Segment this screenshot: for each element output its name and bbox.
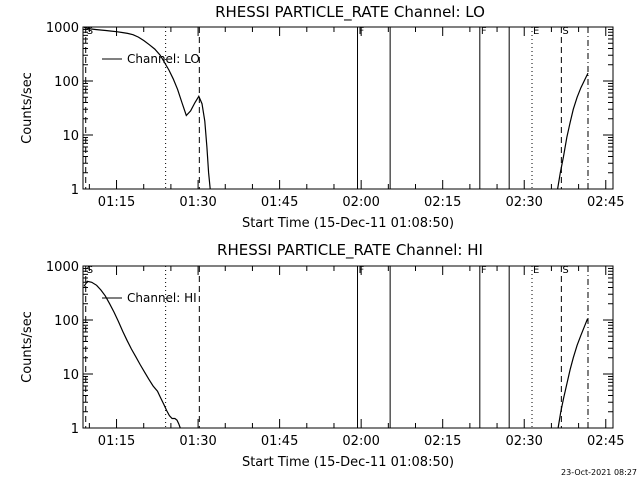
- x-tick-label: 01:15: [98, 195, 135, 210]
- panel-lo: RHESSI PARTICLE_RATE Channel: LO Start T…: [20, 3, 625, 231]
- x-tick-label: 02:45: [587, 434, 624, 449]
- x-tick-label: 01:30: [179, 195, 216, 210]
- series-line: [557, 72, 589, 190]
- plot-frame: [82, 26, 614, 190]
- event-marker-label: S: [562, 26, 568, 37]
- x-tick-label: 01:45: [261, 195, 298, 210]
- x-tick-label: 01:45: [261, 434, 298, 449]
- series-line: [557, 318, 589, 429]
- event-marker-label: S: [87, 265, 93, 276]
- legend: Channel: LO: [102, 52, 200, 66]
- event-marker-label: F: [359, 265, 365, 276]
- series-line: [83, 280, 181, 429]
- legend: Channel: HI: [102, 291, 197, 305]
- event-marker-label: E: [533, 265, 539, 276]
- chart-title: RHESSI PARTICLE_RATE Channel: LO: [215, 3, 485, 22]
- event-marker-label: F: [481, 265, 487, 276]
- x-tick-label: 02:00: [342, 195, 379, 210]
- x-tick-label: 02:30: [505, 434, 542, 449]
- panel-hi: RHESSI PARTICLE_RATE Channel: HI Start T…: [20, 241, 625, 470]
- axes-group: 1 10 100 1000 01:15 01:30 01:45 02:00 02:15 02:30…: [46, 21, 625, 210]
- event-marker-label: F: [359, 26, 365, 37]
- legend-label: Channel: LO: [127, 52, 200, 66]
- data-series: [83, 26, 589, 190]
- event-marker-label: E: [533, 26, 539, 37]
- y-axis-label: Counts/sec: [20, 311, 35, 383]
- x-axis-label: Start Time (15-Dec-11 01:08:50): [242, 455, 454, 470]
- event-marker-label: S: [562, 265, 568, 276]
- x-tick-label: 02:00: [342, 434, 379, 449]
- chart-title: RHESSI PARTICLE_RATE Channel: HI: [217, 241, 483, 260]
- x-axis-label: Start Time (15-Dec-11 01:08:50): [242, 216, 454, 231]
- y-tick-label: 1000: [46, 260, 79, 275]
- y-tick-label: 1000: [46, 21, 79, 36]
- data-series: [83, 280, 589, 429]
- footer-timestamp: 23-Oct-2021 08:27: [561, 468, 637, 477]
- legend-label: Channel: HI: [127, 291, 197, 305]
- y-tick-label: 100: [54, 75, 79, 90]
- x-tick-label: 02:30: [505, 195, 542, 210]
- x-tick-label: 01:15: [98, 434, 135, 449]
- event-marker-label: S: [87, 26, 93, 37]
- axes-group: 1 10 100 1000 01:15 01:30 01:45 02:00 02:15 02:30…: [46, 260, 625, 449]
- y-tick-label: 10: [62, 368, 79, 383]
- x-tick-label: 02:45: [587, 195, 624, 210]
- y-tick-label: 100: [54, 314, 79, 329]
- event-marker-label: F: [481, 26, 487, 37]
- y-tick-label: 10: [62, 129, 79, 144]
- y-axis-label: Counts/sec: [20, 72, 35, 144]
- series-line: [83, 26, 211, 190]
- y-tick-label: 1: [71, 422, 79, 437]
- x-tick-label: 01:30: [179, 434, 216, 449]
- y-tick-label: 1: [71, 183, 79, 198]
- plot-frame: [82, 265, 614, 429]
- x-tick-label: 02:15: [424, 434, 461, 449]
- x-tick-label: 02:15: [424, 195, 461, 210]
